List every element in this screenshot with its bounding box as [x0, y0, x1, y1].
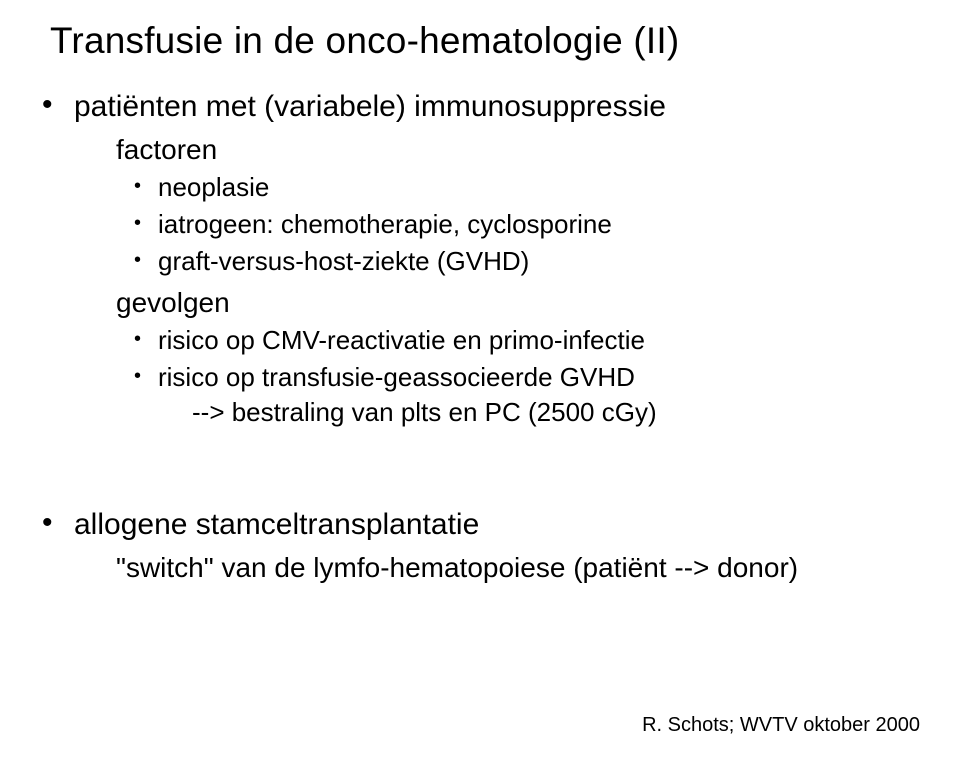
bullet-l3-neoplasie: neoplasie — [130, 172, 920, 203]
bullet-l2-factoren: factoren — [74, 134, 920, 166]
bullet-l2-gevolgen: gevolgen — [74, 287, 920, 319]
bullet-l3-transfusie-gvhd: risico op transfusie-geassocieerde GVHD — [130, 362, 920, 393]
bullet-l4-bestraling: --> bestraling van plts en PC (2500 cGy) — [192, 397, 920, 428]
bullet-l1-allogene: allogene stamceltransplantatie — [40, 508, 920, 542]
bullet-l3-gvhd: graft-versus-host-ziekte (GVHD) — [130, 246, 920, 277]
slide: Transfusie in de onco-hematologie (II) p… — [0, 0, 960, 763]
bullet-l1-patients: patiënten met (variabele) immunosuppress… — [40, 90, 920, 124]
bullet-l3-cmv: risico op CMV-reactivatie en primo-infec… — [130, 325, 920, 356]
spacer — [40, 428, 920, 502]
content-list: patiënten met (variabele) immunosuppress… — [40, 90, 920, 584]
footer-citation: R. Schots; WVTV oktober 2000 — [642, 714, 920, 737]
bullet-l3-iatrogeen: iatrogeen: chemotherapie, cyclosporine — [130, 209, 920, 240]
slide-title: Transfusie in de onco-hematologie (II) — [50, 20, 920, 62]
bullet-l2-switch: "switch" van de lymfo-hematopoiese (pati… — [74, 552, 920, 584]
